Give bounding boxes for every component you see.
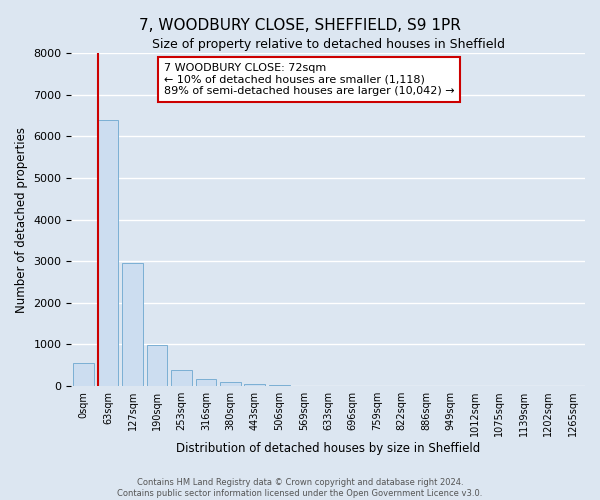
Bar [220,382,241,386]
Bar [196,379,217,386]
Text: 7 WOODBURY CLOSE: 72sqm
← 10% of detached houses are smaller (1,118)
89% of semi: 7 WOODBURY CLOSE: 72sqm ← 10% of detache… [164,63,454,96]
Bar [171,370,192,386]
Bar [98,120,118,386]
Bar [122,264,143,386]
Title: Size of property relative to detached houses in Sheffield: Size of property relative to detached ho… [152,38,505,51]
Bar [146,345,167,386]
X-axis label: Distribution of detached houses by size in Sheffield: Distribution of detached houses by size … [176,442,481,455]
Bar [244,384,265,386]
Bar [73,363,94,386]
Text: 7, WOODBURY CLOSE, SHEFFIELD, S9 1PR: 7, WOODBURY CLOSE, SHEFFIELD, S9 1PR [139,18,461,32]
Y-axis label: Number of detached properties: Number of detached properties [15,126,28,312]
Text: Contains HM Land Registry data © Crown copyright and database right 2024.
Contai: Contains HM Land Registry data © Crown c… [118,478,482,498]
